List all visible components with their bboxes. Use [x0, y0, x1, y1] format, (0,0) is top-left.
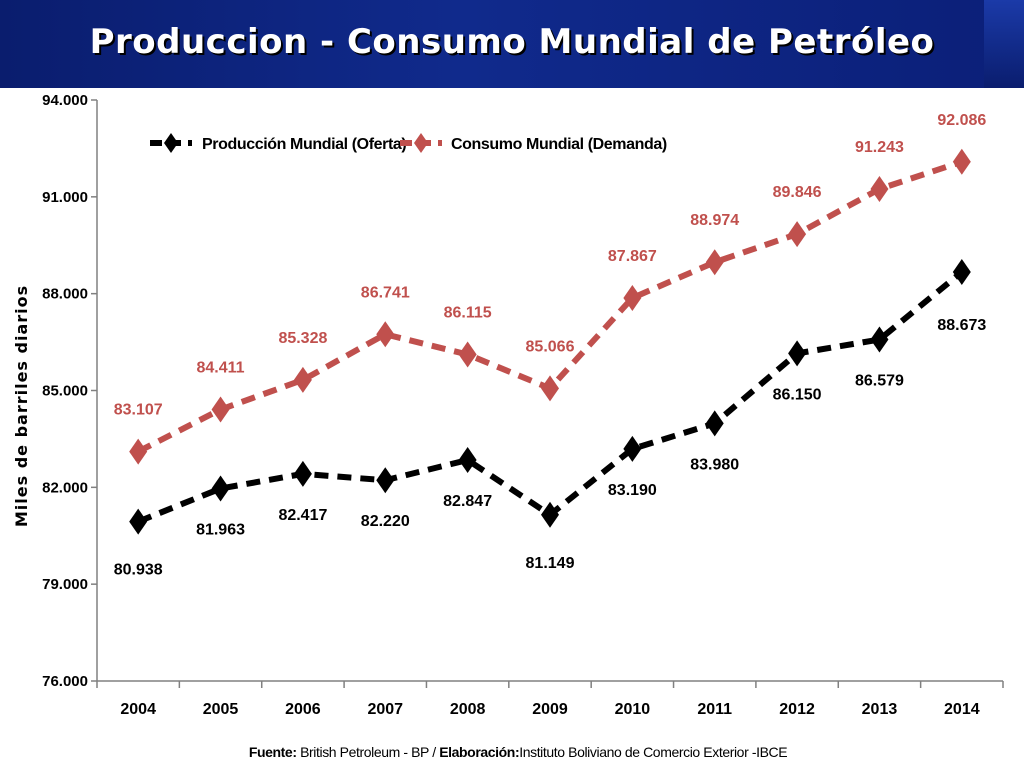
series-marker-1: [870, 175, 889, 202]
series-marker-0: [211, 475, 230, 502]
data-label-1: 85.328: [278, 330, 327, 347]
x-tick-label: 2005: [203, 701, 239, 718]
chart-data-labels: 80.938 81.963 82.417 82.220 82.847 81.149 83.1…: [114, 112, 987, 579]
series-marker-1: [952, 148, 971, 175]
legend-label-0: Producción Mundial (Oferta): [202, 136, 406, 153]
data-label-0: 86.579: [855, 373, 904, 390]
data-label-0: 86.150: [773, 386, 822, 403]
elaboration-label: Elaboración:: [439, 744, 519, 760]
x-tick-label: 2013: [862, 701, 898, 718]
data-label-0: 82.220: [361, 513, 410, 530]
series-line-1: [136, 158, 963, 455]
x-tick-label: 2004: [120, 701, 156, 718]
series-marker-1: [541, 375, 559, 402]
series-marker-1: [788, 221, 807, 248]
chart-series: [129, 148, 971, 535]
data-label-1: 86.741: [361, 284, 410, 301]
series-marker-1: [211, 396, 230, 423]
series-marker-1: [376, 321, 395, 348]
data-label-0: 82.417: [278, 507, 327, 524]
legend-swatch-marker-1: [414, 133, 428, 153]
data-label-0: 80.938: [114, 562, 163, 579]
source-text: British Petroleum - BP /: [297, 744, 440, 760]
slide-title: Produccion - Consumo Mundial de Petróleo: [89, 22, 935, 62]
series-marker-1: [623, 284, 642, 311]
x-tick-label: 2012: [779, 701, 815, 718]
series-marker-0: [623, 435, 642, 462]
y-tick-label: 76.000: [42, 673, 88, 690]
line-chart: 76.000 79.000 82.000 85.000 88.000 91.000 94.0…: [12, 92, 1004, 760]
y-tick-label: 91.000: [42, 189, 88, 206]
series-marker-1: [129, 438, 148, 465]
series-marker-0: [788, 340, 807, 367]
series-marker-1: [458, 341, 477, 368]
data-label-0: 83.980: [690, 456, 739, 473]
y-tick-label: 79.000: [42, 576, 88, 593]
data-label-0: 81.149: [526, 555, 575, 572]
x-tick-label: 2014: [944, 701, 980, 718]
title-bar-accent: [984, 0, 1024, 88]
series-marker-1: [705, 249, 724, 276]
series-marker-0: [541, 501, 559, 528]
legend-label-1: Consumo Mundial (Demanda): [451, 136, 667, 153]
data-label-1: 85.066: [526, 338, 575, 355]
data-label-1: 86.115: [444, 305, 492, 322]
series-marker-0: [129, 508, 148, 535]
series-marker-0: [870, 326, 889, 353]
series-marker-0: [952, 258, 971, 285]
source-note: Fuente: British Petroleum - BP / Elabora…: [249, 744, 787, 760]
x-tick-label: 2008: [450, 701, 486, 718]
x-tick-label: 2006: [285, 701, 321, 718]
data-label-1: 88.974: [690, 212, 739, 229]
chart-axes: 76.000 79.000 82.000 85.000 88.000 91.000 94.0…: [42, 92, 1004, 718]
y-tick-label: 94.000: [42, 92, 88, 109]
chart-legend: Producción Mundial (Oferta) Consumo Mundi…: [150, 133, 667, 153]
series-marker-0: [458, 446, 477, 473]
data-label-0: 81.963: [196, 522, 245, 539]
series-marker-1: [293, 366, 312, 393]
legend-swatch-marker-0: [164, 133, 178, 153]
data-label-1: 84.411: [197, 360, 245, 377]
y-axis-label: Miles de barriles diarios: [12, 285, 31, 527]
data-label-1: 91.243: [855, 139, 904, 156]
y-tick-label: 82.000: [42, 479, 88, 496]
y-tick-label: 88.000: [42, 286, 88, 303]
y-tick-label: 85.000: [42, 383, 88, 400]
x-tick-label: 2007: [367, 701, 403, 718]
series-marker-0: [376, 467, 395, 494]
data-label-1: 83.107: [114, 402, 163, 419]
source-label: Fuente:: [249, 744, 297, 760]
data-label-0: 83.190: [608, 482, 657, 499]
x-tick-label: 2010: [615, 701, 651, 718]
data-label-0: 88.673: [937, 317, 986, 334]
data-label-1: 89.846: [773, 184, 822, 201]
data-label-1: 87.867: [608, 248, 657, 265]
x-tick-label: 2011: [697, 701, 732, 718]
series-marker-0: [705, 410, 724, 437]
data-label-1: 92.086: [937, 112, 986, 129]
data-label-0: 82.847: [443, 493, 492, 510]
title-bar: [0, 0, 1024, 88]
elaboration-text: Instituto Boliviano de Comercio Exterior…: [519, 744, 787, 760]
series-marker-0: [293, 460, 312, 487]
x-tick-label: 2009: [532, 701, 568, 718]
